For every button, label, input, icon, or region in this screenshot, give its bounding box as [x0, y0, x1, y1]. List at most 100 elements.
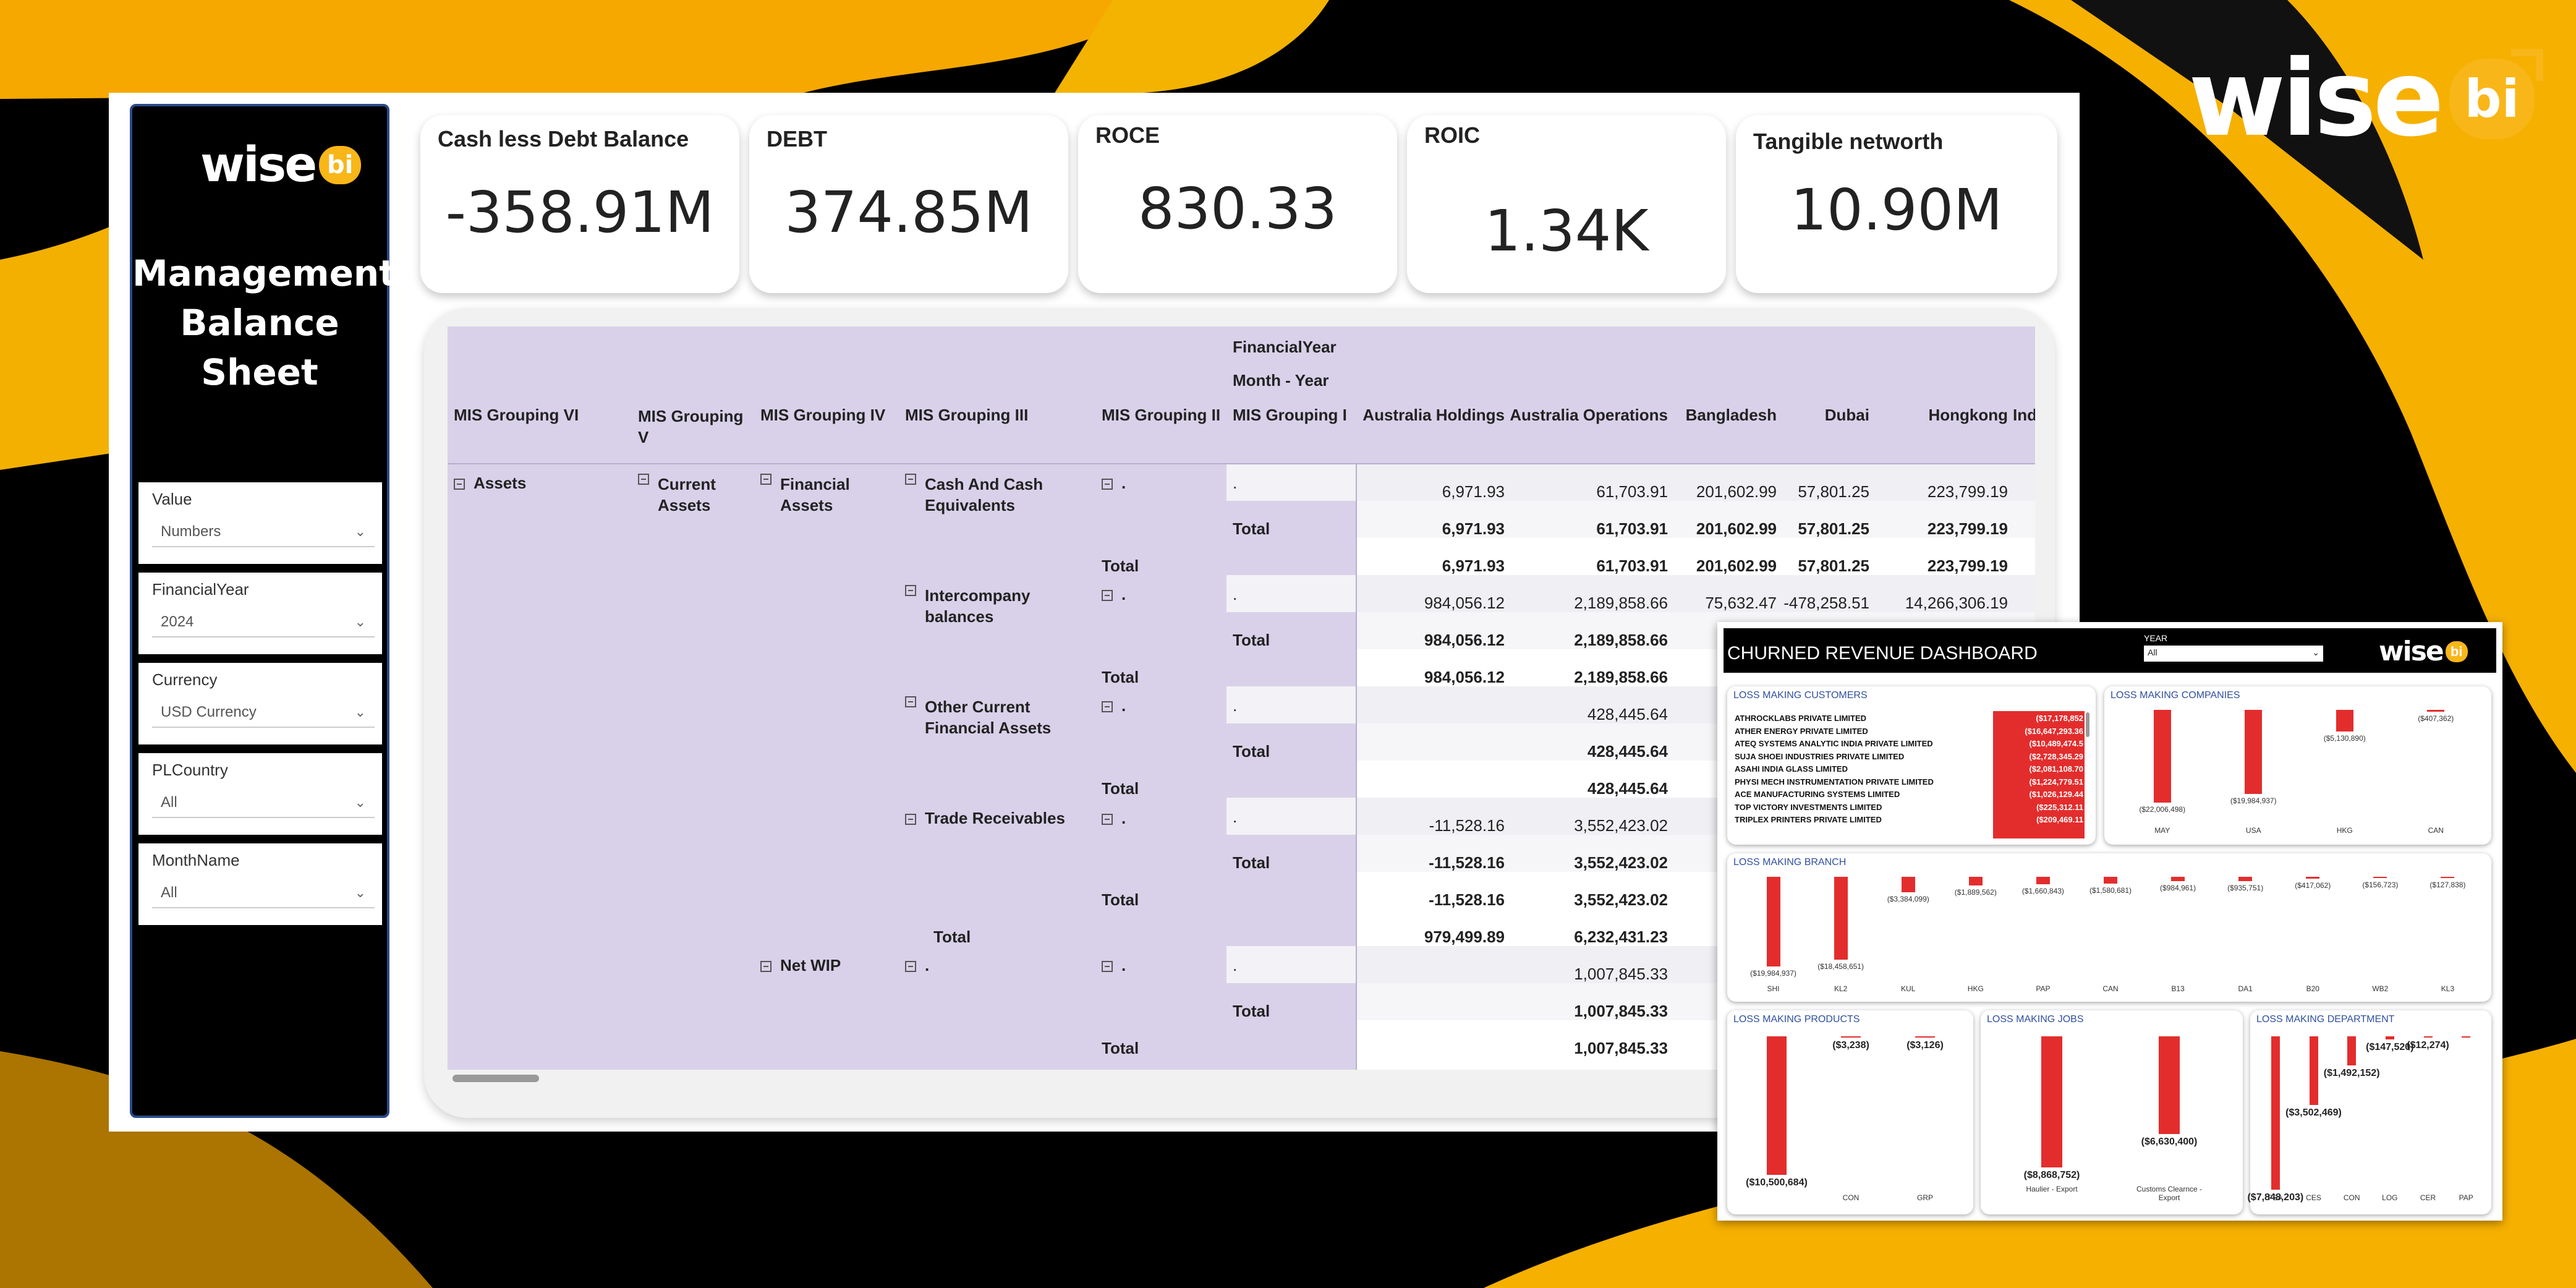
customer-name[interactable]: ATEQ SYSTEMS ANALYTIC INDIA PRIVATE LIMI… [1735, 739, 1933, 748]
collapse-icon[interactable] [1102, 590, 1113, 601]
kpi-card-debt[interactable]: DEBT 374.85M [749, 115, 1068, 293]
col-header-month-year[interactable]: Month - Year [1233, 371, 1329, 390]
kpi-card-roic[interactable]: ROIC 1.34K [1407, 115, 1726, 293]
row-header-grouping-v[interactable]: MIS Grouping V [638, 407, 744, 446]
bar[interactable] [2171, 877, 2185, 882]
collapse-icon[interactable] [905, 585, 916, 596]
kpi-card-tangible-networth[interactable]: Tangible networth 10.90M [1736, 115, 2057, 293]
col-header-ind[interactable]: Ind [2013, 406, 2035, 424]
collapse-icon[interactable] [905, 474, 916, 485]
row-header-grouping-ii[interactable]: MIS Grouping II [1102, 406, 1221, 424]
bar[interactable] [1968, 877, 1983, 885]
customer-name[interactable]: ACE MANUFACTURING SYSTEMS LIMITED [1735, 790, 1900, 799]
collapse-icon[interactable] [638, 474, 649, 485]
col-header-australia-operations[interactable]: Australia Operations [1510, 406, 1668, 424]
page-title-line-2: Balance [180, 302, 339, 344]
bar[interactable] [2336, 710, 2353, 731]
group-other-current-financial-assets[interactable]: Other Current Financial Assets [905, 696, 1073, 738]
group-financial-assets[interactable]: Financial Assets [760, 474, 867, 516]
cell: 57,801.25 [1798, 557, 1869, 575]
collapse-icon[interactable] [1102, 701, 1113, 712]
bar[interactable] [1766, 877, 1780, 966]
cell: 223,799.19 [1927, 557, 2008, 575]
group-ii-dot[interactable]: . [1102, 696, 1126, 715]
slicer-dropdown-currency[interactable]: USD Currency ⌄ [152, 698, 375, 728]
kpi-card-cash-less-debt[interactable]: Cash less Debt Balance -358.91M [420, 115, 739, 293]
group-current-assets[interactable]: Current Assets [638, 474, 732, 516]
bar[interactable] [2245, 710, 2263, 795]
col-header-australia-holdings[interactable]: Australia Holdings [1362, 406, 1505, 424]
customer-name[interactable]: TOP VICTORY INVESTMENTS LIMITED [1735, 802, 1882, 812]
bar[interactable] [2104, 877, 2117, 884]
bar[interactable] [2036, 877, 2050, 885]
col-header-hongkong[interactable]: Hongkong [1928, 406, 2008, 424]
customer-name[interactable]: TRIPLEX PRINTERS PRIVATE LIMITED [1735, 815, 1882, 824]
group-iii-dot[interactable]: . [905, 956, 929, 975]
collapse-icon[interactable] [905, 961, 916, 972]
kpi-card-roce[interactable]: ROCE 830.33 [1078, 115, 1397, 293]
slicer-dropdown-monthname[interactable]: All ⌄ [152, 879, 375, 908]
customer-name[interactable]: ATHROCKLABS PRIVATE LIMITED [1735, 714, 1867, 723]
bar[interactable] [2462, 1036, 2471, 1038]
group-assets[interactable]: Assets [454, 474, 526, 493]
bar[interactable] [1834, 877, 1848, 960]
collapse-icon[interactable] [454, 479, 465, 490]
category-label: CAN [2428, 826, 2444, 835]
collapse-icon[interactable] [1102, 814, 1113, 825]
group-cash-and-equivalents[interactable]: Cash And Cash Equivalents [905, 474, 1079, 516]
bar[interactable] [1901, 877, 1915, 892]
group-net-wip[interactable]: Net WIP [760, 956, 841, 975]
col-header-dubai[interactable]: Dubai [1824, 406, 1869, 424]
horizontal-scrollbar[interactable] [453, 1075, 539, 1082]
slicer-dropdown-plcountry[interactable]: All ⌄ [152, 788, 375, 818]
group-ii-dot[interactable]: . [1102, 956, 1126, 975]
collapse-icon[interactable] [1102, 961, 1113, 972]
bar[interactable] [2238, 877, 2253, 881]
bar[interactable] [2041, 1036, 2062, 1167]
group-intercompany[interactable]: Intercompany balances [905, 585, 1061, 627]
customer-scrollbar[interactable] [2086, 712, 2089, 737]
kpi-value: 10.90M [1790, 177, 2003, 243]
bar[interactable] [2309, 1036, 2318, 1105]
bar[interactable] [2441, 877, 2455, 878]
group-ii-dot[interactable]: . [1102, 809, 1126, 828]
year-dropdown[interactable]: All ⌄ [2144, 646, 2323, 662]
cell: 984,056.12 [1424, 594, 1505, 612]
customer-name[interactable]: PHYSI MECH INSTRUMENTATION PRIVATE LIMIT… [1735, 777, 1934, 787]
row-header-grouping-iii[interactable]: MIS Grouping III [905, 406, 1029, 424]
bar[interactable] [1915, 1036, 1935, 1038]
slicer-currency: Currency USD Currency ⌄ [138, 663, 382, 744]
bar[interactable] [2373, 877, 2387, 878]
row-header-grouping-i[interactable]: MIS Grouping I [1233, 406, 1347, 424]
col-header-financial-year[interactable]: FinancialYear [1233, 338, 1337, 356]
col-header-bangladesh[interactable]: Bangladesh [1685, 406, 1777, 424]
group-trade-receivables[interactable]: Trade Receivables [905, 809, 1065, 828]
customer-name[interactable]: ATHER ENERGY PRIVATE LIMITED [1735, 726, 1868, 736]
slicer-dropdown-value[interactable]: Numbers ⌄ [152, 518, 375, 547]
bar[interactable] [2347, 1036, 2357, 1066]
bar[interactable] [1767, 1036, 1787, 1175]
customer-name[interactable]: SUJA SHOEI INDUSTRIES PRIVATE LIMITED [1735, 751, 1905, 761]
customer-name[interactable]: ASAHI INDIA GLASS LIMITED [1735, 764, 1848, 774]
bar[interactable] [2271, 1036, 2280, 1190]
slicer-dropdown-financial-year[interactable]: 2024 ⌄ [152, 608, 375, 638]
bar[interactable] [2306, 877, 2320, 879]
collapse-icon[interactable] [760, 961, 772, 972]
cell: 57,801.25 [1798, 482, 1869, 501]
collapse-icon[interactable] [1102, 479, 1113, 490]
collapse-icon[interactable] [905, 814, 916, 825]
bar[interactable] [2427, 710, 2445, 712]
group-ii-dot[interactable]: . [1102, 474, 1126, 493]
group-ii-dot[interactable]: . [1102, 585, 1126, 604]
bar[interactable] [2423, 1036, 2433, 1038]
category-label: CON [1842, 1193, 1860, 1202]
row-header-grouping-vi[interactable]: MIS Grouping VI [454, 406, 579, 424]
collapse-icon[interactable] [905, 696, 916, 707]
bar[interactable] [1841, 1036, 1861, 1038]
bar[interactable] [2159, 1036, 2180, 1135]
bar[interactable] [2153, 710, 2171, 803]
row-header-grouping-iv[interactable]: MIS Grouping IV [760, 406, 886, 424]
collapse-icon[interactable] [760, 474, 772, 485]
bar[interactable] [2385, 1036, 2394, 1039]
slicer-selected: All [161, 884, 177, 901]
